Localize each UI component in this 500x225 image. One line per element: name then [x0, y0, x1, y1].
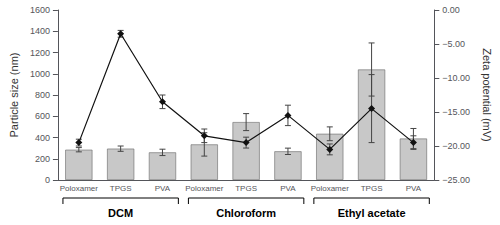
svg-text:1600: 1600: [30, 5, 50, 15]
svg-text:Poloxamer: Poloxamer: [311, 184, 350, 193]
svg-text:DCM: DCM: [108, 207, 133, 219]
svg-text:Chloroform: Chloroform: [216, 207, 276, 219]
svg-text:TPGS: TPGS: [235, 184, 257, 193]
svg-text:−15.00: −15.00: [442, 107, 470, 117]
svg-text:PVA: PVA: [155, 184, 171, 193]
svg-text:TPGS: TPGS: [110, 184, 132, 193]
svg-text:PVA: PVA: [406, 184, 422, 193]
svg-text:1200: 1200: [30, 48, 50, 58]
svg-text:TPGS: TPGS: [361, 184, 383, 193]
svg-text:Zeta potential (mV): Zeta potential (mV): [481, 48, 493, 142]
svg-text:0: 0: [45, 175, 50, 185]
svg-text:1400: 1400: [30, 26, 50, 36]
svg-text:−10.00: −10.00: [442, 73, 470, 83]
svg-text:Particle size (nm): Particle size (nm): [8, 53, 20, 138]
svg-text:−5.00: −5.00: [442, 39, 465, 49]
svg-text:0.00: 0.00: [442, 5, 460, 15]
svg-text:200: 200: [35, 154, 50, 164]
svg-text:1000: 1000: [30, 69, 50, 79]
svg-text:Poloxamer: Poloxamer: [60, 184, 99, 193]
svg-text:400: 400: [35, 133, 50, 143]
svg-text:Ethyl acetate: Ethyl acetate: [338, 207, 406, 219]
svg-text:−20.00: −20.00: [442, 141, 470, 151]
svg-text:−25.00: −25.00: [442, 175, 470, 185]
svg-text:Poloxamer: Poloxamer: [185, 184, 224, 193]
svg-text:600: 600: [35, 111, 50, 121]
svg-text:800: 800: [35, 90, 50, 100]
svg-text:PVA: PVA: [280, 184, 296, 193]
